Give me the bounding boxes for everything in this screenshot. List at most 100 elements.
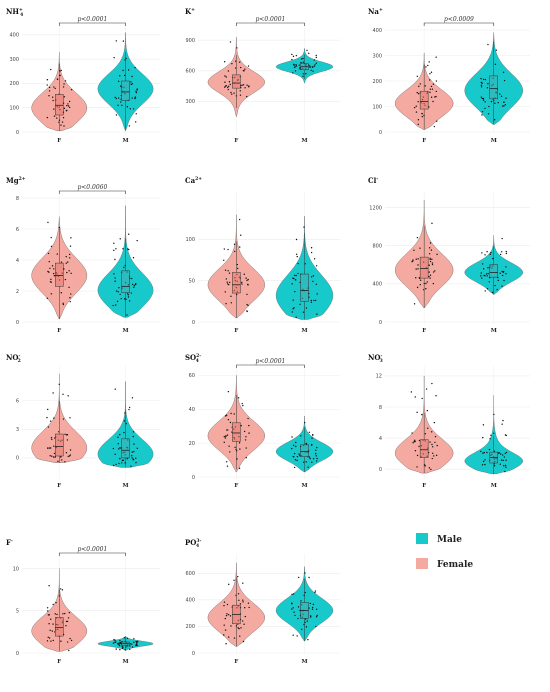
data-point (315, 54, 317, 57)
panel-title: NH+ 4 (6, 7, 23, 18)
data-point (415, 277, 417, 279)
data-point (505, 451, 508, 454)
data-point (46, 640, 49, 642)
data-point (238, 61, 241, 63)
data-point (70, 293, 72, 295)
data-point (51, 455, 53, 457)
data-point (311, 608, 314, 610)
data-point (223, 634, 225, 636)
data-point (133, 641, 135, 643)
data-point (240, 424, 242, 427)
data-point (308, 52, 310, 55)
data-point (481, 114, 483, 116)
data-point (315, 616, 318, 618)
data-point (302, 461, 305, 464)
data-point (497, 101, 499, 104)
y-tick-label: 20 (189, 441, 195, 447)
data-point (242, 640, 245, 643)
data-point (316, 313, 318, 315)
data-point (436, 120, 438, 122)
data-point (223, 435, 225, 438)
y-tick-label: 400 (9, 33, 19, 39)
data-point (292, 55, 295, 58)
y-tick-label: 200 (185, 624, 195, 630)
panel-cl-5: 0 400 800 1200 Cl- F M (368, 176, 530, 334)
data-point (112, 304, 114, 307)
data-point (243, 430, 246, 433)
data-point (293, 456, 295, 458)
data-point (245, 277, 247, 279)
data-point (247, 278, 249, 281)
data-point (243, 623, 245, 625)
data-point (503, 101, 505, 104)
data-point (314, 452, 317, 455)
data-point (297, 272, 299, 275)
data-point (489, 253, 491, 256)
data-point (434, 96, 436, 98)
data-point (421, 112, 423, 115)
data-point (500, 453, 502, 455)
data-point (69, 300, 71, 303)
data-point (56, 78, 59, 80)
data-point (486, 451, 488, 454)
data-point (133, 638, 135, 640)
y-tick-label: 400 (372, 28, 382, 34)
data-point (62, 613, 64, 615)
data-point (429, 258, 431, 261)
data-point (481, 464, 484, 466)
data-point (48, 585, 50, 587)
data-point (123, 74, 126, 77)
data-point (68, 253, 71, 256)
data-point (431, 446, 434, 448)
data-point (494, 63, 497, 65)
data-point (294, 459, 297, 461)
data-point (131, 97, 133, 99)
y-tick-label: 0 (379, 320, 382, 326)
y-tick-label: 0 (379, 467, 382, 473)
data-point (46, 116, 49, 119)
data-point (313, 59, 316, 61)
data-point (248, 606, 250, 609)
data-point (312, 70, 314, 72)
data-point (295, 274, 297, 277)
data-point (223, 601, 226, 603)
data-point (114, 388, 116, 390)
box-F (419, 90, 429, 110)
data-point (418, 445, 420, 448)
data-point (427, 427, 429, 429)
data-point (301, 628, 303, 630)
data-point (435, 56, 437, 58)
data-point (493, 119, 496, 121)
data-point (136, 447, 138, 450)
data-point (245, 436, 247, 438)
box-M (489, 264, 498, 278)
data-point (227, 418, 230, 421)
data-point (433, 455, 435, 457)
data-point (242, 582, 244, 584)
data-point (119, 75, 121, 77)
data-point (123, 431, 125, 434)
data-point (425, 388, 428, 390)
data-point (239, 448, 241, 450)
data-point (224, 629, 227, 631)
data-point (238, 218, 241, 221)
data-point (291, 447, 293, 450)
data-point (501, 251, 503, 253)
y-tick-label: 0 (192, 475, 195, 481)
data-point (64, 80, 67, 82)
data-point (48, 95, 50, 97)
data-point (482, 268, 485, 270)
data-point (499, 253, 502, 256)
data-point (489, 438, 491, 440)
data-point (488, 281, 490, 283)
data-point (226, 603, 229, 606)
panel-title: SO2-4 (185, 353, 201, 364)
data-point (54, 87, 56, 90)
data-point (47, 270, 49, 273)
data-point (225, 414, 228, 416)
data-point (241, 84, 243, 86)
data-point (51, 265, 54, 267)
data-point (431, 222, 433, 225)
data-point (482, 436, 484, 439)
